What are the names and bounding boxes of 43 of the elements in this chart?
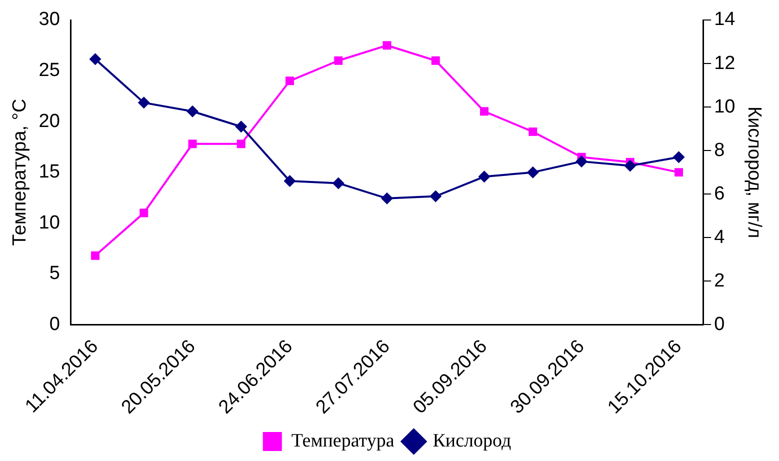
y-tick-label: 10 — [38, 212, 60, 234]
point — [284, 175, 296, 188]
y-tick-label: 20 — [38, 110, 60, 132]
point — [186, 105, 198, 118]
point — [430, 190, 442, 202]
point — [138, 96, 150, 109]
point — [381, 192, 393, 204]
y2-tick-label: 2 — [714, 270, 725, 292]
point — [672, 151, 685, 164]
y-axis-title: Температура, °С — [10, 98, 31, 246]
legend-label: Кислород — [432, 430, 512, 452]
point — [576, 155, 588, 168]
point — [334, 56, 343, 65]
point — [624, 160, 636, 172]
y2-tick-label: 12 — [714, 52, 736, 74]
point — [188, 140, 197, 148]
y2-tick-label: 4 — [714, 226, 726, 248]
point — [478, 170, 490, 183]
point — [91, 251, 100, 260]
y2-tick-label: 0 — [714, 314, 725, 335]
y2-tick-label: 6 — [714, 183, 725, 204]
y2-tick-label: 8 — [714, 140, 725, 161]
y2-tick-label: 14 — [714, 9, 736, 30]
y-tick-label: 5 — [49, 263, 60, 284]
y-tick-label: 0 — [49, 314, 60, 335]
y-tick-label: 15 — [38, 162, 60, 183]
point — [431, 56, 440, 65]
y2-tick-label: 10 — [714, 96, 736, 118]
point — [235, 120, 248, 133]
y2-axis-title: Кислород, мг/л — [743, 106, 764, 238]
point — [286, 76, 294, 86]
point — [480, 107, 488, 116]
point — [526, 166, 539, 178]
point — [332, 177, 344, 190]
point — [236, 140, 246, 148]
point — [89, 53, 102, 66]
point — [140, 208, 148, 218]
legend-label: Температура — [291, 430, 395, 452]
point — [528, 127, 538, 136]
y-tick-label: 30 — [38, 9, 60, 30]
y-tick-label: 25 — [38, 60, 60, 82]
point — [674, 168, 683, 177]
point — [382, 41, 392, 50]
